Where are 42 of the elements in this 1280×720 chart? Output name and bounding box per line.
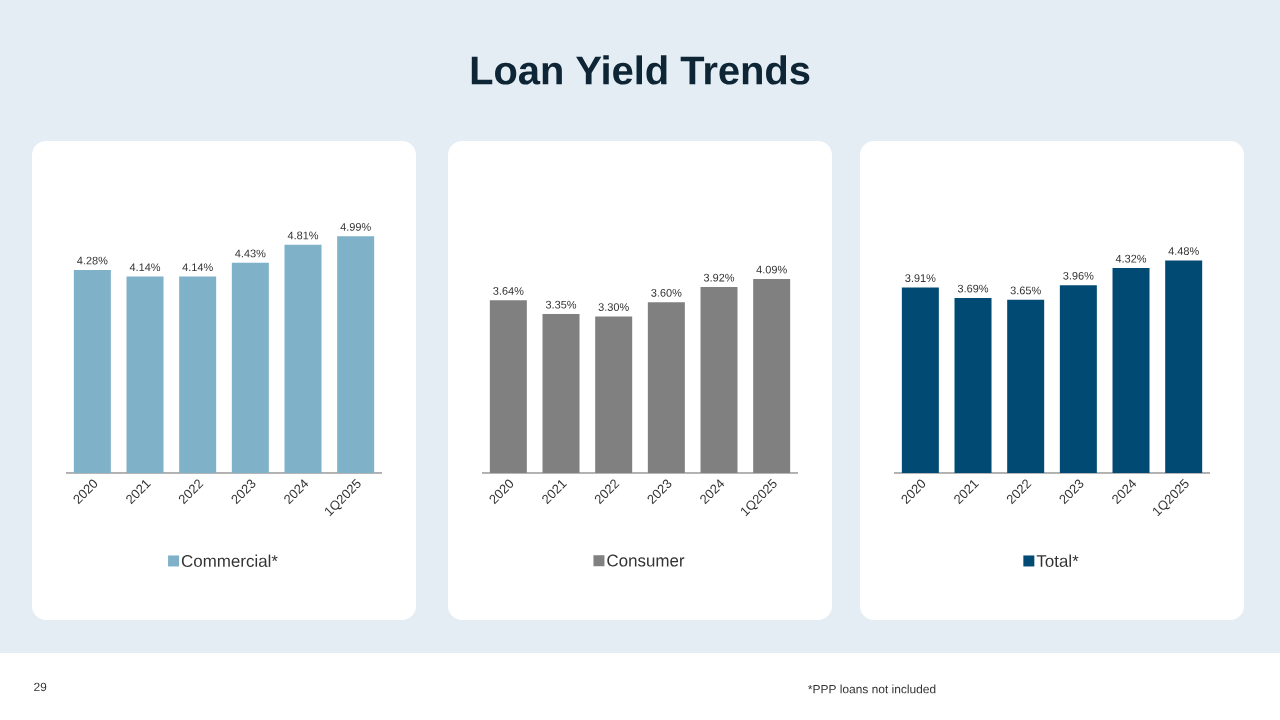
data-label: 3.65% (1010, 286, 1041, 295)
data-label: 3.30% (598, 303, 629, 311)
data-label: 3.60% (651, 288, 682, 297)
data-label: 4.32% (1115, 254, 1147, 263)
bar (231, 262, 269, 473)
bar (126, 276, 164, 473)
text: 29 (34, 682, 47, 692)
data-label: 4.48% (1168, 247, 1199, 255)
bar (73, 269, 111, 473)
bar (542, 314, 580, 473)
bar (753, 278, 791, 473)
data-label: 3.92% (703, 273, 735, 282)
bar (489, 300, 527, 473)
bar (337, 236, 375, 473)
data-label: 4.14% (182, 263, 213, 272)
bar (284, 244, 322, 473)
data-label: 4.09% (756, 265, 787, 274)
bar (1112, 268, 1150, 473)
data-label: 3.96% (1063, 271, 1094, 280)
data-label: 4.81% (287, 231, 319, 240)
bar (647, 302, 685, 473)
legend-label: Consumer (607, 554, 685, 567)
data-label: 3.69% (957, 284, 989, 293)
text: *PPP loans not included (808, 684, 936, 694)
data-label: 4.14% (129, 263, 161, 272)
legend-label: Total* (1036, 554, 1079, 568)
data-label: 3.91% (905, 274, 936, 282)
bar (179, 276, 217, 473)
bar (700, 287, 738, 473)
bar (1059, 285, 1097, 473)
data-label: 3.35% (545, 300, 577, 309)
bar (954, 297, 992, 473)
bar (1007, 299, 1045, 473)
data-label: 3.64% (493, 287, 524, 295)
bar (1165, 260, 1203, 473)
legend-label: Commercial* (181, 554, 278, 568)
bar (901, 287, 939, 473)
data-label: 4.43% (235, 249, 266, 258)
bar (595, 316, 633, 473)
chart-title: Loan Yield Trends (471, 55, 810, 85)
data-label: 4.28% (77, 256, 108, 265)
data-label: 4.99% (340, 223, 371, 231)
